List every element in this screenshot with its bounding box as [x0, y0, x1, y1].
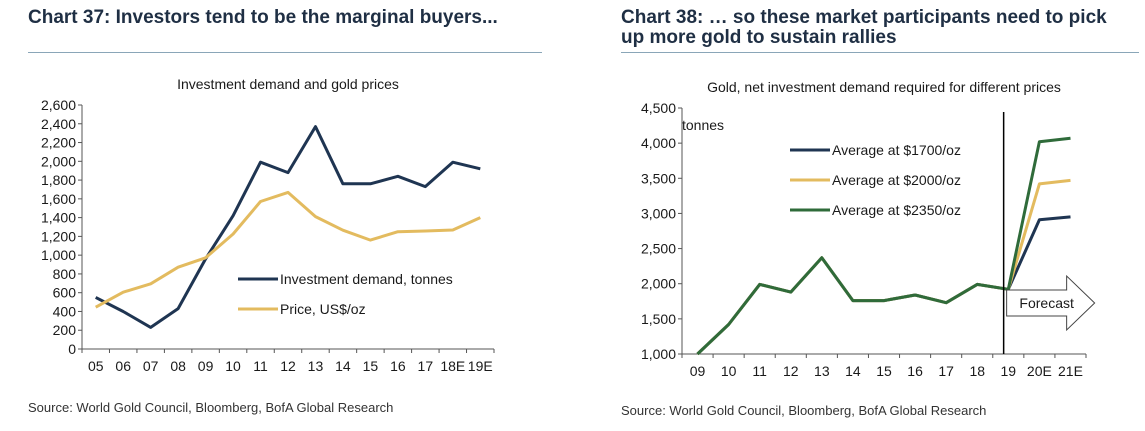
y-axis-unit-label: tonnes — [682, 117, 724, 133]
x-tick-label: 10 — [721, 363, 737, 379]
chart-heading: Chart 37: Investors tend to be the margi… — [28, 7, 498, 28]
chart-title: Investment demand and gold prices — [177, 76, 399, 92]
series-line-average-at-2350-oz — [696, 136, 1071, 356]
y-tick-label: 2,000 — [41, 153, 76, 169]
y-tick-label: 1,600 — [41, 191, 76, 207]
y-tick-label: 800 — [53, 266, 77, 282]
chart-title: Gold, net investment demand required for… — [707, 79, 1061, 95]
chart-panel-investment-demand: Chart 37: Investors tend to be the margi… — [0, 0, 560, 431]
legend-label: Average at $2000/oz — [832, 172, 961, 188]
y-tick-label: 0 — [68, 341, 76, 357]
legend-label: Investment demand, tonnes — [280, 271, 453, 287]
x-tick-label: 11 — [752, 363, 767, 379]
legend-label: Price, US$/oz — [280, 301, 366, 317]
x-tick-label: 06 — [115, 358, 131, 374]
x-tick-label: 09 — [198, 358, 214, 374]
x-tick-label: 14 — [845, 363, 861, 379]
x-tick-label: 16 — [907, 363, 923, 379]
x-tick-label: 18 — [969, 363, 985, 379]
x-tick-label: 19E — [468, 358, 493, 374]
y-tick-label: 200 — [53, 322, 77, 338]
x-tick-label: 05 — [88, 358, 104, 374]
y-tick-label: 1,500 — [641, 311, 676, 327]
y-tick-label: 400 — [53, 303, 77, 319]
y-tick-label: 3,000 — [641, 205, 676, 221]
y-tick-label: 3,500 — [641, 170, 676, 186]
y-tick-label: 2,500 — [641, 241, 676, 257]
x-tick-label: 15 — [363, 358, 379, 374]
forecast-arrow-shape — [1006, 274, 1096, 332]
x-tick-label: 21E — [1058, 363, 1083, 379]
y-tick-label: 1,000 — [641, 346, 676, 362]
legend-label: Average at $2350/oz — [832, 202, 961, 218]
heading-line-1: Chart 38: … so these market participants… — [621, 7, 1107, 28]
series-line-average-at-1700-oz — [696, 215, 1071, 356]
heading-divider — [28, 52, 542, 53]
source-note: Source: World Gold Council, Bloomberg, B… — [28, 400, 394, 415]
y-tick-label: 600 — [53, 285, 77, 301]
heading-line-2: up more gold to sustain rallies — [621, 27, 897, 48]
y-tick-label: 2,000 — [641, 276, 676, 292]
y-tick-label: 2,200 — [41, 135, 76, 151]
x-tick-label: 07 — [143, 358, 159, 374]
source-note: Source: World Gold Council, Bloomberg, B… — [621, 403, 987, 418]
x-tick-label: 12 — [280, 358, 296, 374]
x-tick-label: 10 — [225, 358, 241, 374]
x-tick-label: 09 — [690, 363, 706, 379]
y-tick-label: 1,000 — [41, 247, 76, 263]
y-tick-label: 4,500 — [641, 100, 676, 116]
y-tick-label: 2,400 — [41, 116, 76, 132]
x-tick-label: 12 — [783, 363, 799, 379]
y-tick-label: 1,800 — [41, 172, 76, 188]
x-tick-label: 19 — [1001, 363, 1017, 379]
series-line-price-us-oz — [94, 190, 481, 309]
forecast-label: Forecast — [1019, 295, 1074, 311]
y-tick-label: 1,200 — [41, 228, 76, 244]
x-tick-label: 17 — [938, 363, 954, 379]
x-tick-label: 17 — [418, 358, 434, 374]
x-tick-label: 14 — [335, 358, 351, 374]
x-tick-label: 13 — [814, 363, 830, 379]
chart-heading: Chart 38: … so these market participants… — [621, 8, 1141, 48]
heading-divider — [621, 52, 1139, 53]
required-demand-chart: Gold, net investment demand required for… — [641, 79, 1096, 379]
series-line-investment-demand-tonnes — [95, 125, 481, 329]
x-tick-label: 15 — [876, 363, 892, 379]
y-tick-label: 4,000 — [641, 135, 676, 151]
x-tick-label: 16 — [390, 358, 406, 374]
y-tick-label: 2,600 — [41, 97, 76, 113]
investment-demand-chart: Investment demand and gold prices 0 200 400… — [41, 76, 495, 374]
x-tick-label: 13 — [308, 358, 324, 374]
x-tick-label: 08 — [170, 358, 186, 374]
x-tick-label: 18E — [440, 358, 465, 374]
chart-panel-required-demand: Chart 38: … so these market participants… — [600, 0, 1145, 431]
y-tick-label: 1,400 — [41, 210, 76, 226]
legend-label: Average at $1700/oz — [832, 142, 961, 158]
x-tick-label: 11 — [253, 358, 268, 374]
x-tick-label: 20E — [1027, 363, 1052, 379]
